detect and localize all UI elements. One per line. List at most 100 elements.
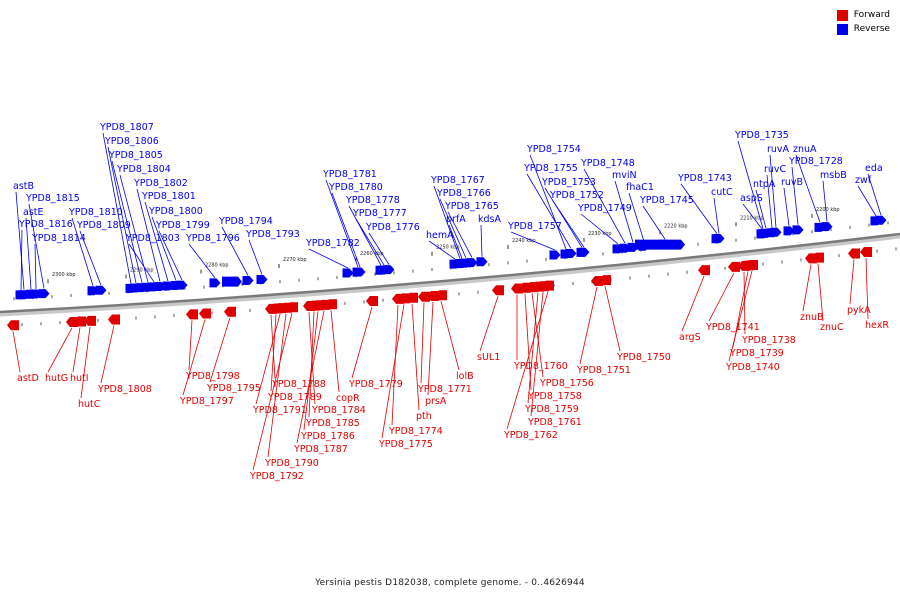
gene-label-forward: YPD8_1792 (249, 471, 304, 482)
gene-leader-forward (303, 311, 319, 431)
gene-label-reverse: YPD8_1743 (677, 173, 732, 184)
gene-label-reverse: YPD8_1767 (430, 175, 485, 186)
gene-leader-reverse (158, 230, 183, 281)
gene-arrow-reverse (242, 275, 254, 285)
gene-leader-reverse (447, 211, 473, 258)
gene-leader-reverse (325, 179, 359, 268)
legend-label-reverse: Reverse (853, 24, 890, 34)
gene-leader-forward (865, 258, 869, 320)
gene-arrow-forward (366, 296, 378, 307)
gene-label-forward: YPD8_1798 (185, 371, 240, 382)
gene-leader-reverse (544, 187, 583, 248)
gene-label-reverse: YPD8_1753 (541, 177, 596, 188)
gene-label-reverse: YPD8_1809 (76, 220, 131, 231)
gene-label-reverse: YPD8_1757 (507, 221, 562, 232)
gene-leader-reverse (221, 226, 249, 276)
gene-label-forward: YPD8_1785 (305, 418, 360, 429)
gene-label-forward: YPD8_1760 (513, 361, 568, 372)
gene-leader-forward (743, 271, 746, 335)
scale-label: 2230 kbp (588, 231, 612, 237)
gene-leader-forward (330, 310, 340, 393)
gene-leader-reverse (766, 174, 773, 228)
scale-label: 2280 kbp (205, 263, 229, 269)
gene-label-forward: YPD8_1758 (527, 391, 582, 402)
gene-arrow-reverse (466, 258, 478, 268)
gene-leader-forward (100, 325, 115, 384)
gene-leader-forward (817, 263, 824, 322)
gene-leader-reverse (308, 248, 349, 269)
gene-label-forward: YPD8_1738 (741, 335, 796, 346)
gene-leader-reverse (583, 168, 626, 244)
gene-leader-forward (209, 317, 231, 383)
gene-label-reverse: YPD8_1806 (104, 136, 159, 147)
gene-arrow-reverse (15, 290, 27, 300)
gene-arrow-forward (66, 316, 78, 327)
gene-label-reverse: mviN (612, 170, 637, 181)
gene-leader-forward (440, 301, 460, 371)
gene-arrow-forward (698, 265, 710, 276)
gene-label-reverse: YPD8_1802 (133, 178, 188, 189)
gene-leader-reverse (769, 154, 777, 228)
gene-arrow-reverse (756, 229, 768, 239)
scale-label: 2260 kbp (360, 251, 384, 257)
gene-arrow-reverse (222, 276, 242, 287)
gene-leader-reverse (755, 189, 767, 229)
gene-leader-forward (681, 275, 705, 332)
gene-leader-reverse (448, 224, 463, 259)
gene-leader-reverse (510, 231, 556, 251)
gene-label-forward: argS (679, 332, 701, 343)
gene-arrow-reverse (578, 247, 590, 257)
gene-arrow-reverse (95, 285, 107, 295)
gene-leader-reverse (248, 239, 263, 275)
gene-label-reverse: astB (13, 181, 34, 192)
gene-leader-reverse (102, 132, 132, 284)
gene-label-reverse: YPD8_1804 (116, 164, 171, 175)
gene-label-forward: YPD8_1761 (527, 417, 582, 428)
gene-arrow-forward (224, 306, 236, 317)
gene-leader-reverse (529, 154, 567, 250)
scale-label: 2220 kbp (664, 223, 688, 229)
gene-arrow-reverse (30, 289, 42, 299)
gene-leader-forward (351, 306, 373, 379)
gene-leader-reverse (71, 217, 94, 286)
scale-label: 2290 kbp (130, 267, 154, 273)
gene-leader-reverse (439, 198, 467, 259)
gene-arrow-forward (325, 299, 337, 310)
gene-label-forward: YPD8_1759 (524, 404, 579, 415)
gene-leader-reverse (136, 188, 161, 282)
gene-leader-reverse (25, 217, 32, 290)
gene-label-forward: pth (416, 411, 432, 422)
gene-leader-forward (255, 314, 281, 405)
gene-label-forward: YPD8_1790 (264, 458, 319, 469)
gene-label-forward: YPD8_1788 (271, 379, 326, 390)
gene-arrow-reverse (565, 248, 577, 258)
gene-label-reverse: YPD8_1810 (68, 207, 123, 218)
gene-label-reverse: YPD8_1745 (639, 195, 694, 206)
gene-leader-reverse (628, 192, 645, 242)
gene-arrow-forward (746, 259, 758, 270)
gene-arrow-forward (427, 290, 439, 301)
gene-leader-forward (802, 264, 812, 312)
gene-arrow-forward (728, 261, 740, 272)
gene-leader-reverse (580, 213, 619, 245)
gene-leader-reverse (737, 140, 764, 229)
gene-label-forward: YPD8_1808 (97, 384, 152, 395)
gene-leader-reverse (28, 203, 45, 289)
gene-label-forward: YPD8_1774 (388, 426, 443, 437)
gene-arrow-forward (199, 308, 211, 319)
gene-leader-forward (391, 304, 399, 426)
gene-leader-reverse (791, 166, 799, 225)
gene-leader-forward (411, 303, 420, 411)
gene-leader-reverse (614, 180, 634, 243)
gene-leader-forward (728, 270, 753, 362)
gene-label-reverse: YPD8_1800 (148, 206, 203, 217)
gene-label-reverse: astE (23, 207, 44, 218)
gene-leader-reverse (348, 205, 382, 266)
gene-arrow-reverse (342, 268, 354, 278)
gene-leader-reverse (15, 191, 25, 290)
gene-label-reverse: YPD8_1807 (99, 122, 154, 133)
gene-arrow-forward (435, 290, 447, 301)
gene-label-forward: YPD8_1775 (378, 439, 433, 450)
gene-label-forward: YPD8_1740 (725, 362, 780, 373)
gene-label-reverse: YPD8_1803 (125, 233, 180, 244)
